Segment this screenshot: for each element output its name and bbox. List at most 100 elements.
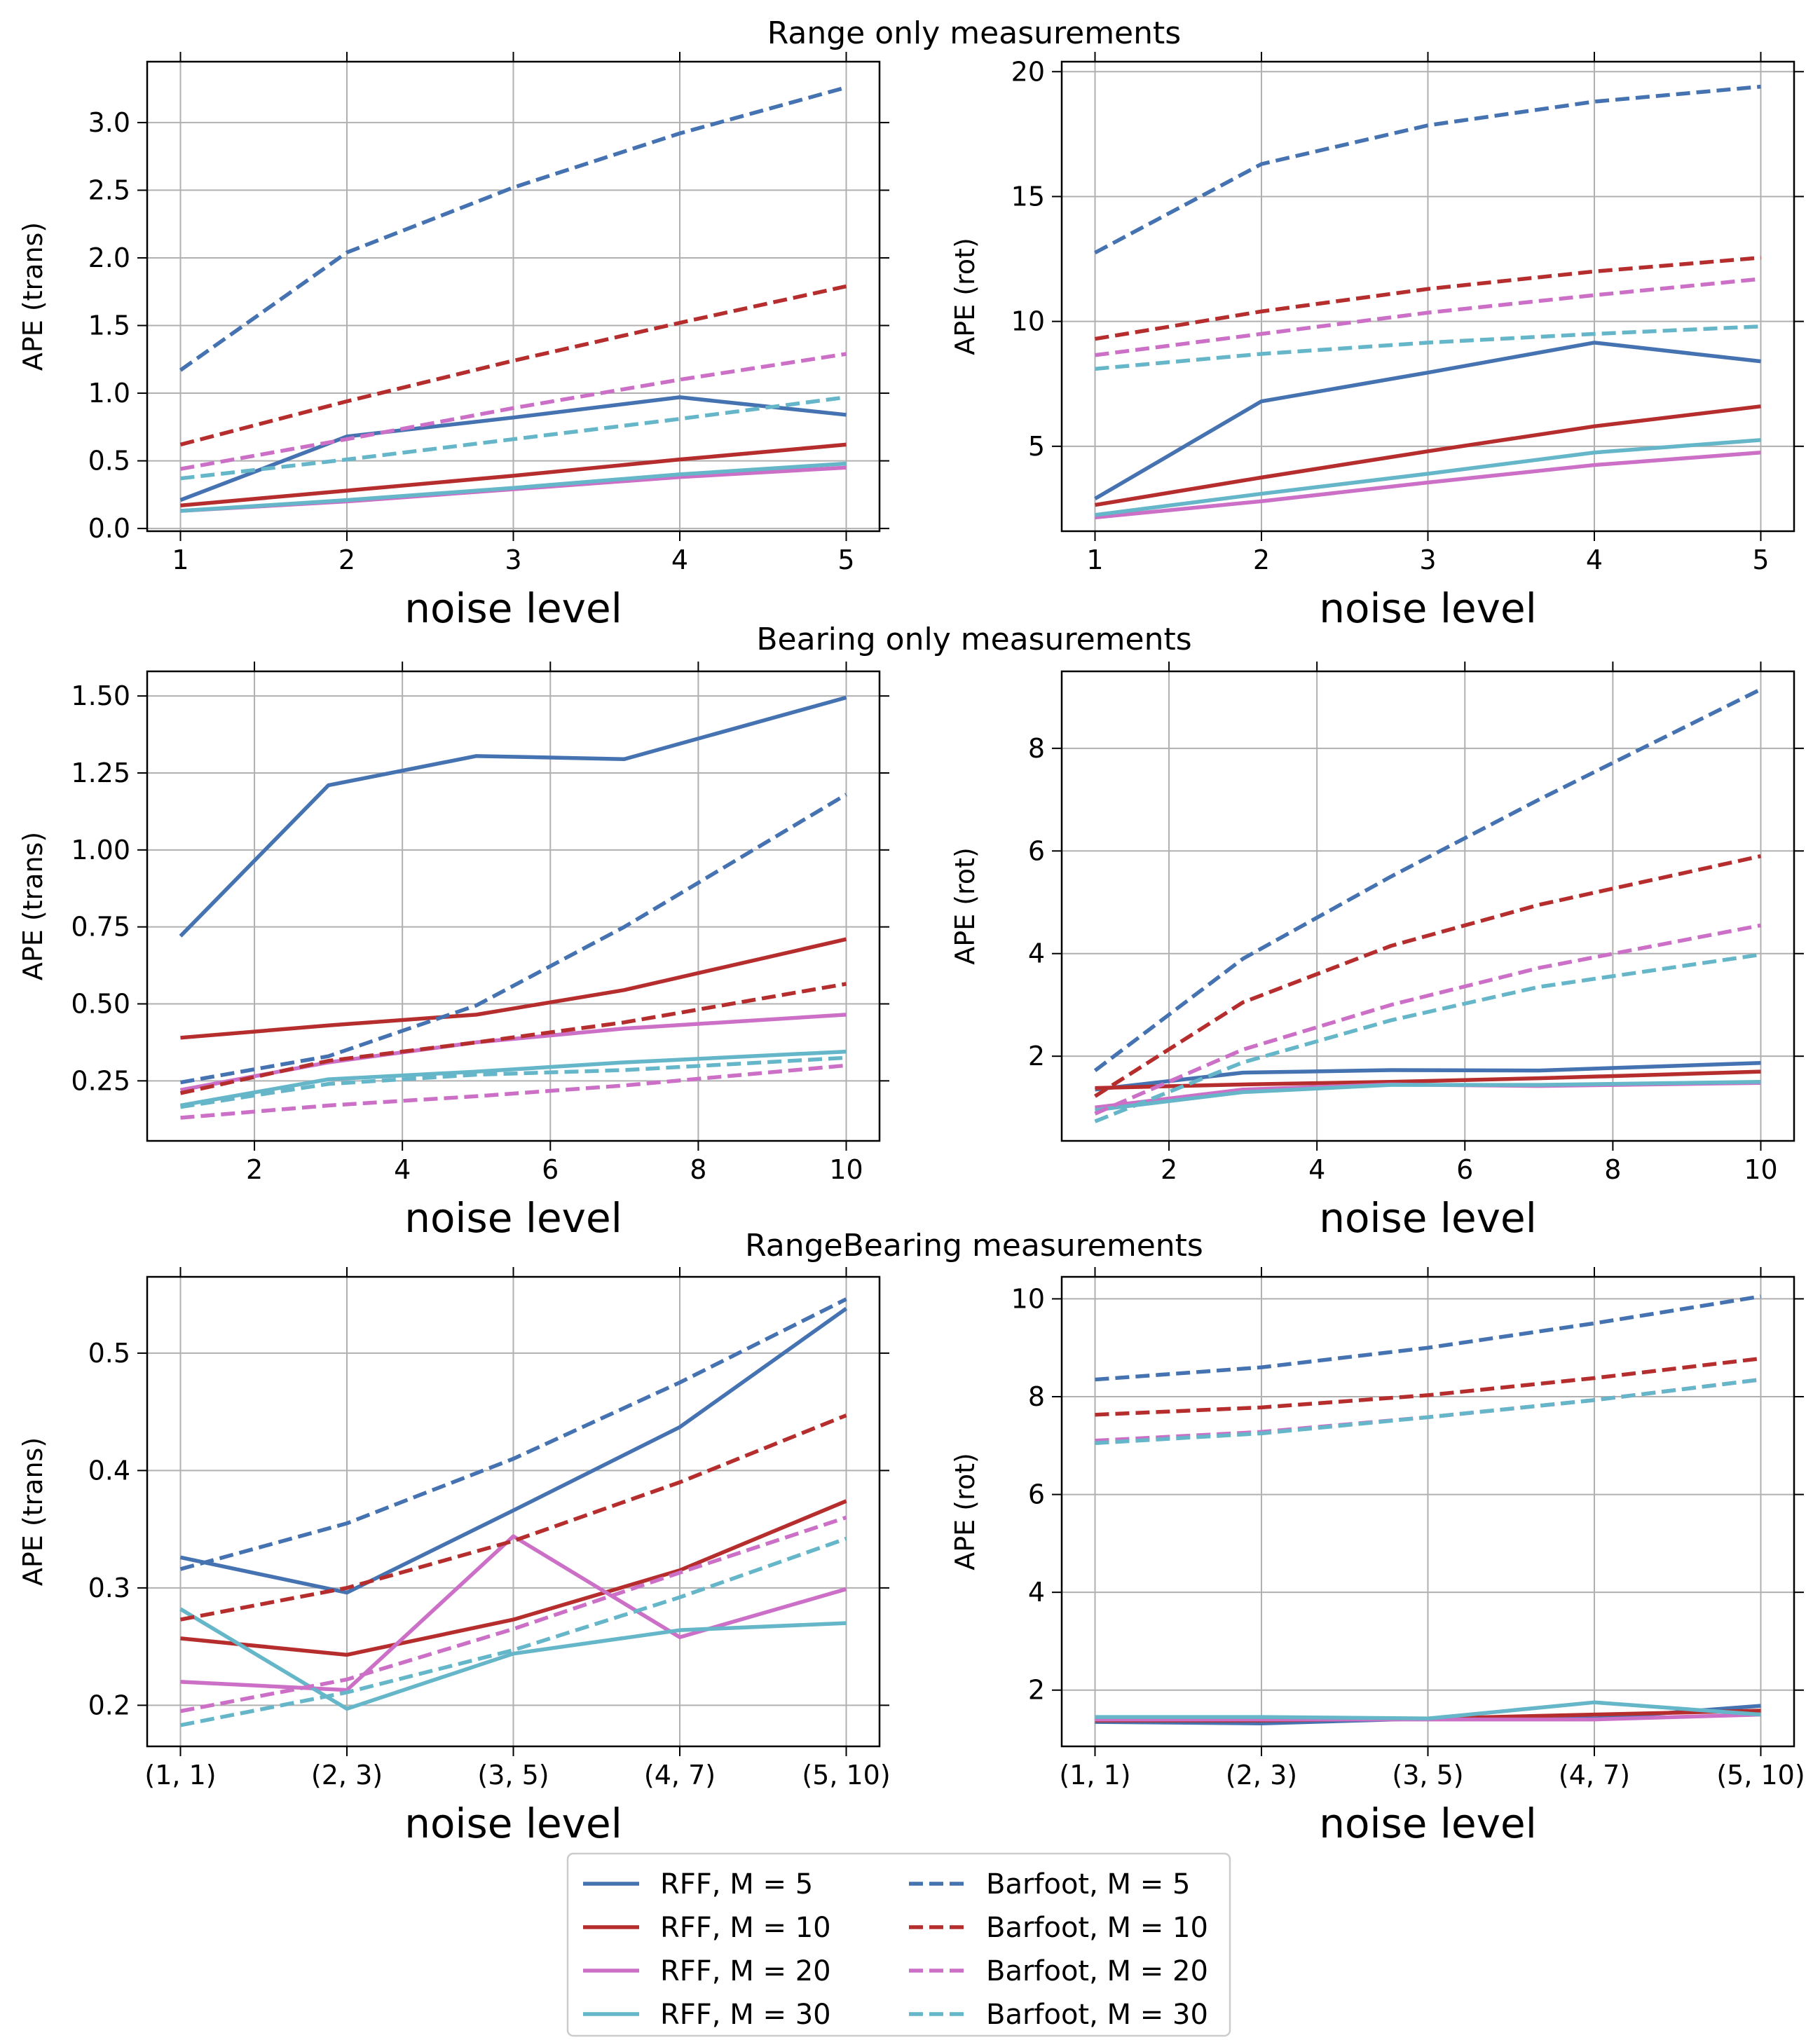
series-group (1093, 687, 1762, 1123)
y-axis-label: APE (trans) (18, 1437, 48, 1586)
legend-label: RFF, M = 5 (660, 1868, 813, 1901)
row-title-bearing: Bearing only measurements (756, 622, 1191, 657)
x-tick-label: 10 (1744, 1154, 1777, 1185)
y-tick-label: 0.3 (88, 1573, 130, 1603)
series-group (179, 1297, 848, 1727)
legend-label: Barfoot, M = 10 (986, 1912, 1208, 1944)
series-line-barfoot-m-30 (180, 395, 847, 481)
x-tick-label: 2 (1161, 1154, 1177, 1185)
series-line-barfoot-m-5 (1094, 84, 1761, 255)
series-line-rff-m-30 (1095, 1700, 1761, 1720)
x-tick-label: 3 (505, 545, 521, 575)
y-tick-label: 20 (1011, 56, 1045, 87)
y-tick-label: 10 (1011, 306, 1045, 337)
series-group (179, 695, 847, 1120)
x-tick-label: (4, 7) (1559, 1760, 1630, 1791)
chart-panel-3: 2 4 6 8 10 0.25 0.50 0.75 1.00 1.25 1.50 noise leve… (18, 662, 889, 1242)
y-tick-label: 0.2 (88, 1690, 130, 1720)
y-tick-label: 1.0 (88, 378, 130, 409)
legend-label: RFF, M = 20 (660, 1955, 831, 1987)
y-axis-label: APE (trans) (18, 222, 48, 371)
y-tick-label: 5 (1028, 431, 1045, 462)
x-tick-label: (5, 10) (1716, 1760, 1805, 1791)
x-tick-label: (1, 1) (144, 1760, 216, 1791)
x-tick-label: 1 (1086, 545, 1103, 575)
x-tick-label: 1 (172, 545, 189, 575)
y-tick-label: 6 (1028, 1479, 1045, 1510)
x-axis-label: noise level (1319, 1800, 1537, 1847)
x-axis-label: noise level (404, 1800, 622, 1847)
axes-frame (146, 60, 881, 533)
y-tick-label: 3.0 (88, 107, 130, 138)
legend: RFF, M = 5 RFF, M = 10 RFF, M = 20 RFF, M =… (566, 1852, 1231, 2037)
x-tick-label: 5 (837, 545, 854, 575)
series-line-rff-m-20 (180, 1534, 847, 1692)
series-line-rff-m-10 (180, 937, 847, 1040)
series-line-rff-m-5 (1095, 1060, 1761, 1092)
legend-label: Barfoot, M = 5 (986, 1868, 1190, 1901)
series-group (1094, 84, 1761, 520)
y-tick-label: 8 (1028, 1381, 1045, 1412)
series-group (179, 85, 847, 513)
axes-frame (1060, 670, 1795, 1142)
chart-panel-5: (1, 1) (2, 3) (3, 5) (4, 7) (5, 10) 0.2 0.3 0.4… (18, 1267, 891, 1847)
series-line-barfoot-m-10 (1095, 256, 1761, 341)
y-tick-label: 8 (1028, 733, 1045, 764)
series-line-rff-m-30 (1095, 438, 1761, 517)
series-line-barfoot-m-30 (179, 1536, 847, 1727)
legend-label: Barfoot, M = 30 (986, 1999, 1208, 2031)
x-axis-label: noise level (1319, 1194, 1537, 1242)
x-tick-label: 2 (338, 545, 355, 575)
chart-panel-1: 1 2 3 4 5 0.0 0.5 1.0 1.5 2.0 2.5 3.0 noise level APE… (18, 52, 889, 632)
series-line-barfoot-m-5 (1095, 1294, 1761, 1382)
x-tick-label: (4, 7) (644, 1760, 716, 1791)
y-tick-label: 1.25 (71, 758, 130, 788)
series-line-rff-m-5 (179, 1306, 848, 1595)
y-tick-label: 0.4 (88, 1455, 130, 1486)
y-tick-label: 4 (1028, 938, 1045, 969)
panels: 1 2 3 4 5 0.0 0.5 1.0 1.5 2.0 2.5 3.0 noise level APE… (18, 52, 1805, 1847)
series-line-barfoot-m-10 (179, 982, 847, 1095)
y-tick-label: 0.5 (88, 446, 130, 477)
series-line-barfoot-m-30 (1095, 1377, 1761, 1446)
y-tick-label: 1.50 (71, 680, 130, 711)
series-line-rff-m-10 (180, 1499, 847, 1657)
y-axis-label: APE (rot) (950, 847, 980, 965)
chart-panel-4: 2 4 6 8 10 2 4 6 8 noise level APE (rot) (950, 662, 1804, 1242)
series-line-rff-m-20 (179, 1013, 847, 1093)
x-tick-label: 6 (1456, 1154, 1473, 1185)
series-line-barfoot-m-30 (1095, 324, 1761, 371)
series-line-rff-m-10 (1095, 1069, 1761, 1090)
y-tick-label: 1.00 (71, 835, 130, 865)
axes-frame (1060, 1275, 1795, 1748)
y-tick-label: 2 (1028, 1041, 1045, 1072)
x-tick-label: 4 (1586, 545, 1603, 575)
y-tick-label: 6 (1028, 835, 1045, 866)
series-line-barfoot-m-5 (179, 85, 847, 372)
series-line-barfoot-m-10 (1095, 1356, 1761, 1417)
y-axis-label: APE (trans) (18, 832, 48, 980)
series-line-rff-m-5 (179, 395, 847, 502)
x-tick-label: (3, 5) (1392, 1760, 1463, 1791)
series-line-rff-m-10 (1095, 404, 1761, 507)
series-line-barfoot-m-30 (1094, 952, 1761, 1123)
x-tick-label: 8 (690, 1154, 706, 1185)
y-axis-label: APE (rot) (950, 1453, 980, 1570)
y-tick-label: 10 (1011, 1283, 1045, 1314)
y-tick-label: 15 (1011, 181, 1045, 212)
row-title-range: Range only measurements (767, 15, 1181, 51)
y-tick-label: 4 (1028, 1577, 1045, 1608)
x-tick-label: 8 (1604, 1154, 1621, 1185)
series-line-rff-m-30 (180, 461, 847, 513)
series-line-rff-m-30 (179, 1607, 847, 1711)
series-group (1095, 1294, 1761, 1725)
y-tick-label: 0.25 (71, 1065, 130, 1096)
series-line-barfoot-m-5 (180, 793, 847, 1085)
y-axis-label: APE (rot) (950, 238, 980, 355)
x-axis-label: noise level (1319, 584, 1537, 632)
series-line-rff-m-5 (1094, 341, 1761, 501)
legend-box (566, 1852, 1231, 2037)
x-tick-label: 6 (542, 1154, 559, 1185)
x-tick-label: 3 (1419, 545, 1436, 575)
